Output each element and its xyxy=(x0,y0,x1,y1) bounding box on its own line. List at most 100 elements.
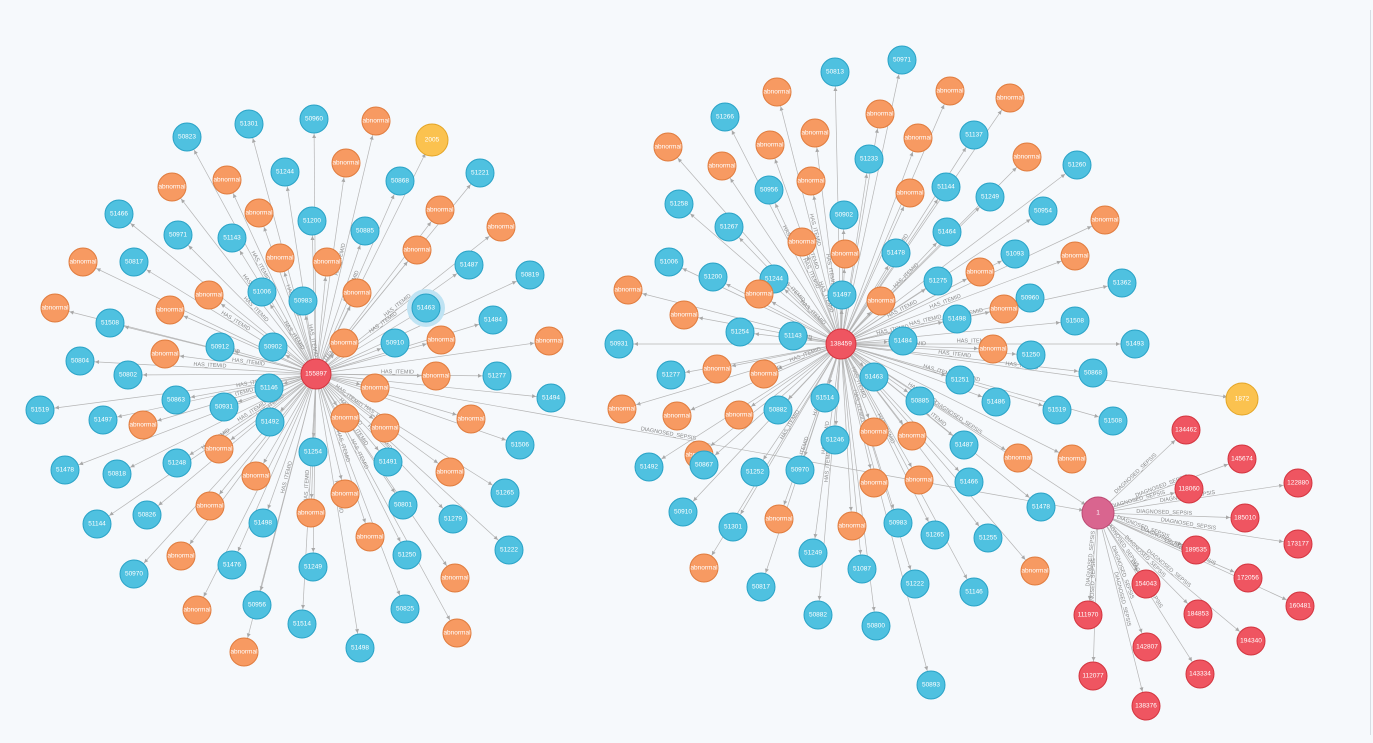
lab-item-node[interactable]: 50823 xyxy=(172,122,202,152)
lab-item-node[interactable]: 51508 xyxy=(1060,306,1090,336)
lab-item-node[interactable]: 51478 xyxy=(881,238,911,268)
lab-item-node[interactable]: 51222 xyxy=(900,569,930,599)
relationship-edge[interactable] xyxy=(840,343,920,481)
relationship-edge[interactable]: HAS_ITEMID xyxy=(315,264,470,375)
relationship-edge[interactable] xyxy=(315,339,442,375)
lab-item-node[interactable]: 50931 xyxy=(604,329,634,359)
relationship-edge[interactable] xyxy=(315,261,328,375)
flag-node[interactable]: abnormal xyxy=(1003,443,1033,473)
admission-node[interactable]: 184853 xyxy=(1183,599,1213,629)
flag-node[interactable]: abnormal xyxy=(296,498,326,528)
lab-item-node[interactable]: 51255 xyxy=(973,523,1003,553)
lab-item-node[interactable]: 51487 xyxy=(949,430,979,460)
relationship-edge[interactable] xyxy=(226,179,317,375)
flag-node[interactable]: abnormal xyxy=(995,83,1025,113)
lab-item-node[interactable]: 50956 xyxy=(242,590,272,620)
flag-node[interactable]: abnormal xyxy=(329,328,359,358)
admission-hub-node[interactable]: 155897 xyxy=(300,358,332,390)
relationship-edge[interactable] xyxy=(678,203,842,345)
flag-node[interactable]: abnormal xyxy=(1060,241,1090,271)
relationship-edge[interactable] xyxy=(231,373,317,566)
lab-item-node[interactable]: 51301 xyxy=(234,109,264,139)
admission-node[interactable]: 142807 xyxy=(1132,632,1162,662)
flag-node[interactable]: abnormal xyxy=(421,361,451,391)
flag-node[interactable]: abnormal xyxy=(702,354,732,384)
relationship-edge[interactable] xyxy=(284,171,317,375)
lab-item-node[interactable]: 51466 xyxy=(104,199,134,229)
relationship-edge[interactable] xyxy=(196,373,317,611)
lab-item-node[interactable]: 50983 xyxy=(883,508,913,538)
flag-node[interactable]: abnormal xyxy=(796,166,826,196)
lab-item-node[interactable]: 51277 xyxy=(482,361,512,391)
relationship-edge[interactable] xyxy=(758,293,842,345)
relationship-edge[interactable] xyxy=(315,373,406,610)
year-node[interactable]: 2005 xyxy=(415,123,449,157)
relationship-edge[interactable]: HAS_ITEMID xyxy=(315,369,498,378)
flag-node[interactable]: abnormal xyxy=(859,468,889,498)
lab-item-node[interactable]: 51244 xyxy=(270,157,300,187)
relationship-edge[interactable] xyxy=(840,343,1073,460)
relationship-edge[interactable]: HAS_ITEMID xyxy=(840,343,1094,374)
lab-item-node[interactable]: 51249 xyxy=(975,182,1005,212)
relationship-edge[interactable] xyxy=(231,237,317,375)
relationship-edge[interactable] xyxy=(840,192,911,345)
relationship-edge[interactable] xyxy=(840,343,916,585)
flag-node[interactable]: abnormal xyxy=(360,373,390,403)
lab-item-node[interactable]: 51498 xyxy=(248,508,278,538)
lab-item-node[interactable]: 50885 xyxy=(905,386,935,416)
flag-node[interactable]: abnormal xyxy=(978,334,1008,364)
lab-item-node[interactable]: 51251 xyxy=(945,365,975,395)
flag-node[interactable]: abnormal xyxy=(442,618,472,648)
relationship-edge[interactable] xyxy=(315,249,418,375)
lab-item-node[interactable]: 51464 xyxy=(932,217,962,247)
flag-node[interactable]: abnormal xyxy=(904,465,934,495)
lab-item-node[interactable]: 50983 xyxy=(288,286,318,316)
flag-node[interactable]: abnormal xyxy=(653,132,683,162)
admission-node[interactable]: 185010 xyxy=(1230,503,1260,533)
lab-item-node[interactable]: 51266 xyxy=(710,102,740,132)
flag-node[interactable]: abnormal xyxy=(68,247,98,277)
flag-node[interactable]: abnormal xyxy=(613,275,643,305)
flag-node[interactable]: abnormal xyxy=(342,278,372,308)
lab-item-node[interactable]: 50910 xyxy=(668,497,698,527)
lab-item-node[interactable]: 51146 xyxy=(959,577,989,607)
flag-node[interactable]: abnormal xyxy=(837,511,867,541)
lab-item-node[interactable]: 51252 xyxy=(740,457,770,487)
admission-node[interactable]: 118060 xyxy=(1174,474,1204,504)
admission-node[interactable]: 160481 xyxy=(1285,591,1315,621)
relationship-edge[interactable] xyxy=(315,373,346,495)
lab-item-node[interactable]: 51484 xyxy=(478,305,508,335)
lab-item-node[interactable]: 51491 xyxy=(373,447,403,477)
relationship-edge[interactable] xyxy=(315,373,506,494)
flag-node[interactable]: abnormal xyxy=(965,257,995,287)
flag-node[interactable]: abnormal xyxy=(195,491,225,521)
lab-item-node[interactable]: 51248 xyxy=(162,448,192,478)
lab-item-node[interactable]: 50931 xyxy=(209,392,239,422)
flag-node[interactable]: abnormal xyxy=(1057,444,1087,474)
lab-item-node[interactable]: 50825 xyxy=(390,594,420,624)
relationship-edge[interactable] xyxy=(315,340,550,375)
admission-node[interactable]: 172056 xyxy=(1233,563,1263,593)
flag-node[interactable]: abnormal xyxy=(762,77,792,107)
flag-node[interactable]: abnormal xyxy=(402,235,432,265)
flag-node[interactable]: abnormal xyxy=(128,410,158,440)
flag-node[interactable]: abnormal xyxy=(229,637,259,667)
relationship-edge[interactable] xyxy=(262,373,317,524)
admission-node[interactable]: 138376 xyxy=(1131,691,1161,721)
lab-item-node[interactable]: 51478 xyxy=(1026,492,1056,522)
lab-item-node[interactable]: 50956 xyxy=(754,175,784,205)
flag-node[interactable]: abnormal xyxy=(486,212,516,242)
flag-node[interactable]: abnormal xyxy=(865,99,895,129)
lab-item-node[interactable]: 51508 xyxy=(95,308,125,338)
lab-item-node[interactable]: 51275 xyxy=(923,266,953,296)
relationship-edge[interactable] xyxy=(712,276,842,345)
lab-item-node[interactable]: 50902 xyxy=(258,332,288,362)
lab-item-node[interactable]: 50970 xyxy=(785,455,815,485)
lab-item-node[interactable]: 51246 xyxy=(820,425,850,455)
lab-item-node[interactable]: 51492 xyxy=(634,452,664,482)
lab-item-node[interactable]: 51250 xyxy=(392,540,422,570)
flag-node[interactable]: abnormal xyxy=(355,522,385,552)
lab-item-node[interactable]: 50813 xyxy=(820,57,850,87)
relationship-edge[interactable]: HAS_ITEMID xyxy=(175,373,317,401)
relationship-edge[interactable]: HAS_ITEMID xyxy=(810,180,842,345)
